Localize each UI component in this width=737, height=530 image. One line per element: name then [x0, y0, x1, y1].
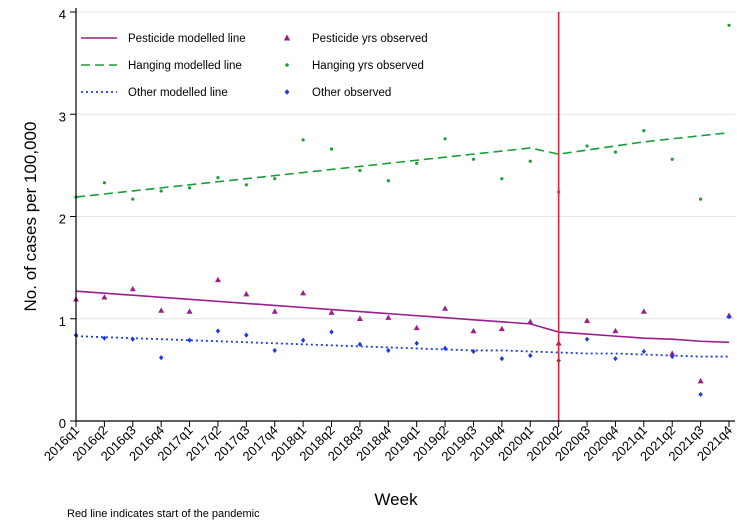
pesticide-yrs-observed-point [498, 325, 505, 332]
hanging-yrs-observed-point [613, 150, 618, 154]
other-observed-point [244, 332, 249, 338]
hanging-yrs-observed-point [699, 197, 703, 201]
other-observed-point [102, 335, 107, 341]
other-observed-point [471, 348, 476, 355]
pesticide-modelled-line [75, 290, 730, 344]
hanging-yrs-observed-point [415, 161, 419, 165]
y-tick-label: 3 [59, 109, 66, 124]
pesticide-yrs-observed-point [129, 285, 136, 292]
legend-label: Other observed [312, 87, 391, 99]
legend-swatch-triangle [283, 34, 291, 41]
hanging-yrs-observed-point [216, 176, 220, 180]
other-observed-point [641, 348, 647, 355]
legend-label: Hanging yrs observed [312, 60, 424, 72]
hanging-yrs-observed-point [443, 137, 447, 141]
hanging-yrs-observed-point [301, 138, 305, 142]
other-observed-point [584, 336, 590, 342]
hanging-yrs-observed-point [471, 157, 476, 161]
pesticide-yrs-observed-point [300, 289, 307, 296]
pesticide-yrs-observed-point [640, 308, 647, 314]
pesticide-yrs-observed-point [186, 308, 193, 314]
hanging-yrs-observed-point [386, 179, 390, 183]
other-observed-point [300, 337, 306, 343]
y-axis-title: No. of cases per 100,000 [21, 122, 40, 312]
other-observed-point [414, 340, 419, 346]
other-observed-point [726, 314, 732, 320]
pesticide-yrs-observed-point [214, 276, 221, 283]
y-tick-label: 2 [59, 212, 66, 227]
other-observed-point [187, 337, 192, 343]
hanging-yrs-observed-point [358, 168, 362, 173]
other-observed-point [386, 347, 391, 354]
pesticide-yrs-observed-point [328, 309, 335, 315]
pesticide-yrs-observed-point [385, 314, 392, 320]
other-observed-point [357, 341, 363, 347]
footnote: Red line indicates start of the pandemic [67, 508, 260, 520]
legend-label: Hanging modelled line [128, 60, 242, 72]
pesticide-yrs-observed-point [527, 318, 534, 325]
other-observed-point [215, 328, 221, 334]
pesticide-yrs-observed-point [470, 327, 477, 334]
other-observed-point [670, 353, 675, 360]
hanging-yrs-observed-point [187, 186, 192, 190]
legend-swatch-diamond [284, 89, 290, 95]
pesticide-yrs-observed-point [442, 305, 449, 311]
pesticide-yrs-observed-point [697, 377, 704, 384]
legend-label: Pesticide modelled line [128, 33, 246, 45]
hanging-yrs-observed-point [102, 181, 106, 185]
other-observed-point [499, 356, 505, 362]
other-observed-point [442, 345, 448, 352]
other-observed-point [329, 329, 334, 335]
hanging-yrs-observed-point [500, 177, 504, 181]
pesticide-yrs-observed-point [413, 324, 420, 331]
x-axis-title: Week [374, 490, 418, 509]
hanging-yrs-observed-point [329, 147, 334, 151]
y-tick-label: 0 [59, 416, 66, 431]
y-tick-label: 1 [59, 314, 66, 329]
other-observed-point [272, 347, 277, 354]
other-observed-point [528, 352, 533, 359]
hanging-yrs-observed-point [670, 157, 674, 161]
hanging-modelled-line [75, 131, 730, 198]
pesticide-yrs-observed-point [669, 350, 676, 356]
pesticide-yrs-observed-point [356, 315, 363, 321]
legend-swatch-dot [285, 63, 289, 67]
other-modelled-line [75, 335, 729, 358]
pesticide-yrs-observed-point [612, 327, 619, 334]
pesticide-yrs-observed-point [584, 317, 591, 323]
other-observed-point [698, 391, 703, 398]
legend-label: Pesticide yrs observed [312, 33, 428, 45]
pesticide-yrs-observed-point [271, 308, 278, 314]
hanging-yrs-observed-point [159, 189, 163, 193]
other-observed-point [130, 336, 135, 342]
hanging-yrs-observed-point [244, 183, 248, 187]
other-observed-point [613, 356, 618, 362]
hanging-yrs-observed-point [727, 23, 731, 27]
legend-label: Other modelled line [128, 87, 228, 99]
pesticide-yrs-observed-point [158, 307, 165, 313]
hanging-yrs-observed-point [528, 159, 532, 163]
other-observed-point [158, 355, 164, 361]
hanging-yrs-observed-point [642, 129, 646, 133]
pesticide-yrs-observed-point [101, 294, 108, 300]
pesticide-yrs-observed-point [243, 291, 250, 297]
y-tick-label: 4 [59, 7, 66, 22]
hanging-yrs-observed-point [585, 144, 589, 148]
hanging-yrs-observed-point [273, 177, 277, 181]
hanging-yrs-observed-point [131, 197, 135, 201]
